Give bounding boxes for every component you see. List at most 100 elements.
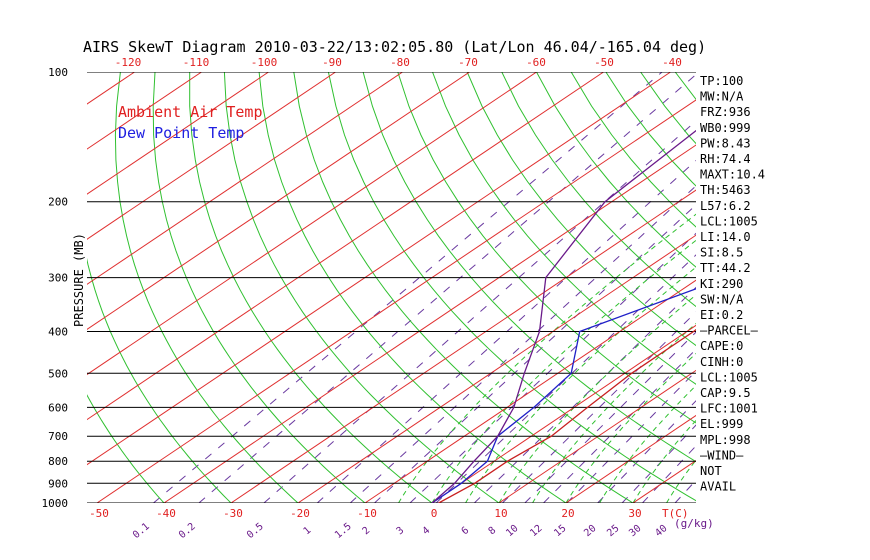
dry-adiabat-line — [397, 72, 696, 424]
isotherm-line — [431, 324, 696, 503]
bottom-temperature-tick: 30 — [628, 507, 641, 520]
mixing-ratio-line — [374, 204, 696, 503]
isotherm-line — [87, 72, 336, 240]
mixing-ratio-line — [642, 445, 696, 503]
dry-adiabat-line — [87, 394, 165, 503]
top-temperature-tick: -40 — [662, 56, 682, 69]
index-item: TP:100 — [700, 74, 743, 88]
index-item: TT:44.2 — [700, 261, 751, 275]
isotherm-line — [87, 72, 202, 150]
dry-adiabat-line — [745, 72, 870, 503]
index-item: AVAIL — [700, 480, 736, 494]
mixing-ratio-tick: 8 — [487, 525, 499, 537]
index-item: LCL:1005 — [700, 214, 758, 228]
isotherm-line — [87, 72, 604, 421]
top-temperature-tick: -90 — [322, 56, 342, 69]
mixing-ratio-tick: 10 — [504, 523, 520, 539]
dry-adiabat-line — [327, 72, 696, 502]
index-item: L57:6.2 — [700, 199, 751, 213]
index-item: MAXT:10.4 — [700, 168, 765, 182]
isotherm-line — [297, 234, 696, 503]
mixing-ratio-tick: 2 — [361, 525, 373, 537]
index-item: LI:14.0 — [700, 230, 751, 244]
top-temperature-tick: -50 — [594, 56, 614, 69]
dry-adiabat-line — [432, 72, 696, 385]
series-line-0 — [438, 328, 696, 503]
index-item: LCL:1005 — [700, 370, 758, 384]
isotherm-line — [834, 72, 870, 503]
moist-adiabat-line — [431, 239, 696, 503]
moist-adiabat-line — [465, 266, 696, 503]
dry-adiabat-line — [152, 72, 366, 503]
mixing-ratio-tick: 30 — [627, 523, 643, 539]
moist-adiabat-line — [666, 459, 696, 503]
legend-item: Ambient Air Temp — [118, 103, 263, 121]
index-item: MW:N/A — [700, 90, 744, 104]
dry-adiabat-line — [362, 72, 696, 463]
mixing-ratio-tick: 25 — [605, 523, 621, 539]
pressure-tick-label: 200 — [48, 196, 68, 209]
mixing-ratio-line — [316, 159, 696, 503]
isotherms — [0, 72, 870, 503]
isotherm-line — [0, 72, 1, 503]
dry-adiabat-line — [814, 72, 870, 503]
index-item: KI:290 — [700, 277, 743, 291]
isotherm-line — [96, 99, 696, 503]
pressure-tick-label: 900 — [48, 477, 68, 490]
pressure-axis: 100 200 300 400 500 600 700 800 900 1000 — [42, 66, 69, 510]
top-temperature-tick: -120 — [115, 56, 142, 69]
index-item: —PARCEL— — [700, 324, 759, 338]
index-item: LFC:1001 — [700, 402, 758, 416]
index-item: SW:N/A — [700, 292, 744, 306]
mixing-ratio-unit: (g/kg) — [674, 517, 714, 530]
mixing-ratio-tick: 0.5 — [245, 521, 266, 541]
bottom-temperature-tick: -50 — [89, 507, 109, 520]
index-item: FRZ:936 — [700, 105, 751, 119]
mixing-ratio-tick: 12 — [528, 523, 544, 539]
mixing-ratio-lines — [153, 72, 870, 503]
bottom-temperature-tick: 20 — [561, 507, 574, 520]
isotherm-line — [230, 189, 696, 503]
dry-adiabat-line — [293, 72, 634, 503]
index-item: MPL:998 — [700, 433, 751, 447]
index-item: EI:0.2 — [700, 308, 743, 322]
moist-adiabat-line — [599, 384, 696, 503]
bottom-temperature-tick: -10 — [357, 507, 377, 520]
dry-adiabat-line — [849, 72, 870, 503]
legend: Ambient Air Temp Dew Point Temp — [118, 103, 263, 142]
chart-title: AIRS SkewT Diagram 2010-03-22/13:02:05.8… — [83, 38, 706, 56]
index-item: SI:8.5 — [700, 246, 743, 260]
bottom-temperature-tick: -20 — [290, 507, 310, 520]
mixing-ratio-tick: 20 — [582, 523, 598, 539]
dry-adiabat-line — [501, 72, 696, 308]
mixing-ratio-line — [435, 254, 696, 503]
mixing-ratio-tick: 1.5 — [333, 521, 354, 541]
plot-area — [0, 72, 870, 503]
top-temperature-tick: -110 — [183, 56, 210, 69]
isotherm-line — [565, 414, 696, 503]
isobars — [87, 72, 696, 503]
index-item: NOT — [700, 464, 722, 478]
bottom-temperature-tick: -30 — [223, 507, 243, 520]
dry-adiabat-line — [536, 72, 696, 268]
mixing-ratio-line — [349, 185, 696, 503]
index-item: —WIND— — [700, 448, 744, 462]
index-item: TH:5463 — [700, 183, 751, 197]
legend-item: Dew Point Temp — [118, 124, 244, 142]
dry-adiabat-line — [189, 72, 433, 503]
top-temperature-tick: -100 — [251, 56, 278, 69]
moist-adiabat-line — [398, 213, 696, 503]
top-temperature-tick: -80 — [390, 56, 410, 69]
pressure-tick-label: 700 — [48, 430, 68, 443]
index-item: CINH:0 — [700, 355, 743, 369]
isotherm-line — [87, 72, 470, 331]
sounding-series — [431, 129, 696, 503]
mixing-ratio-tick: 15 — [552, 523, 568, 539]
moist-adiabat-line — [532, 322, 696, 503]
pressure-tick-label: 400 — [48, 325, 68, 338]
moist-adiabat-line — [734, 72, 870, 503]
dry-adiabat-line — [114, 72, 299, 503]
dry-adiabat-line — [223, 72, 500, 503]
